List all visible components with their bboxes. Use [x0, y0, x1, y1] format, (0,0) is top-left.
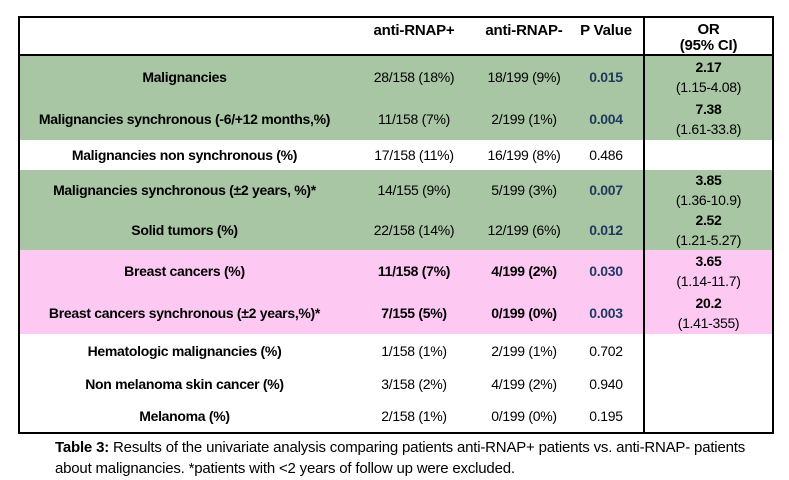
- or-confidence-interval: (1.61-33.8): [675, 120, 742, 137]
- or-value: 2.17: [695, 58, 722, 75]
- p-value: 0.004: [589, 110, 623, 127]
- rnap-positive-value: 7/155 (5%): [381, 305, 447, 321]
- or-value: 3.65: [695, 253, 722, 269]
- rnap-negative-value: 12/199 (6%): [487, 222, 561, 238]
- or-cell: 2.52 (1.21-5.27): [643, 210, 773, 250]
- header-p-value: P Value: [580, 22, 632, 39]
- table-row-breast-cancers-synchronous: Breast cancers synchronous (±2 years,%)*…: [19, 292, 773, 334]
- rnap-negative-value: 0/199 (0%): [491, 305, 557, 321]
- table-row-melanoma: Melanoma (%) 2/158 (1%) 0/199 (0%) 0.195: [19, 400, 773, 433]
- results-table: anti-RNAP+ anti-RNAP- P Value OR (95% CI…: [18, 16, 774, 434]
- or-value: 3.85: [695, 172, 722, 188]
- table-row-solid-tumors: Solid tumors (%) 22/158 (14%) 12/199 (6%…: [19, 210, 773, 250]
- header-or-line1: OR: [697, 21, 720, 38]
- rnap-positive-value: 1/158 (1%): [381, 342, 447, 359]
- p-value: 0.940: [589, 375, 623, 392]
- rnap-negative-value: 5/199 (3%): [491, 182, 557, 198]
- rnap-negative-value: 16/199 (8%): [487, 147, 561, 163]
- or-value: 7.38: [695, 100, 722, 117]
- rnap-positive-value: 14/155 (9%): [377, 182, 451, 198]
- or-confidence-interval: (1.15-4.08): [675, 78, 742, 95]
- or-value: 20.2: [695, 295, 722, 311]
- header-or-line2: (95% CI): [679, 37, 738, 54]
- or-confidence-interval: (1.14-11.7): [676, 273, 741, 289]
- or-cell: 7.38 (1.61-33.8): [643, 97, 773, 140]
- rnap-positive-value: 28/158 (18%): [373, 68, 455, 85]
- p-value: 0.195: [589, 408, 623, 424]
- header-or-95ci: OR (95% CI): [643, 17, 773, 55]
- p-value: 0.012: [589, 222, 623, 238]
- row-label: Breast cancers synchronous (±2 years,%)*: [48, 305, 321, 321]
- or-confidence-interval: (1.36-10.9): [675, 192, 742, 208]
- table-row-malignancies-synchronous-2y: Malignancies synchronous (±2 years, %)* …: [19, 170, 773, 210]
- rnap-negative-value: 2/199 (1%): [491, 342, 557, 359]
- rnap-positive-value: 2/158 (1%): [381, 408, 447, 424]
- table-row-breast-cancers: Breast cancers (%) 11/158 (7%) 4/199 (2%…: [19, 250, 773, 292]
- table-header-row: anti-RNAP+ anti-RNAP- P Value OR (95% CI…: [19, 17, 773, 55]
- p-value: 0.030: [589, 263, 623, 279]
- row-label: Malignancies synchronous (-6/+12 months,…: [38, 110, 331, 127]
- table-row-malignancies: Malignancies 28/158 (18%) 18/199 (9%) 0.…: [19, 55, 773, 97]
- caption-text: Results of the univariate analysis compa…: [55, 439, 745, 477]
- rnap-positive-value: 17/158 (11%): [374, 147, 454, 163]
- p-value: 0.702: [589, 342, 623, 359]
- table-caption: Table 3: Results of the univariate analy…: [55, 437, 745, 479]
- or-cell: [643, 140, 773, 170]
- row-label: Malignancies non synchronous (%): [71, 147, 298, 163]
- rnap-positive-value: 22/158 (14%): [373, 222, 455, 238]
- row-label: Malignancies synchronous (±2 years, %)*: [53, 182, 316, 198]
- or-cell: 3.85 (1.36-10.9): [643, 170, 773, 210]
- or-cell: [643, 367, 773, 400]
- table-row-malignancies-non-synchronous: Malignancies non synchronous (%) 17/158 …: [19, 140, 773, 170]
- p-value: 0.007: [589, 182, 623, 198]
- table-row-malignancies-synchronous: Malignancies synchronous (-6/+12 months,…: [19, 97, 773, 140]
- p-value: 0.015: [589, 68, 623, 85]
- or-cell: [643, 334, 773, 367]
- or-cell: 20.2 (1.41-355): [643, 292, 773, 334]
- rnap-positive-value: 11/158 (7%): [378, 110, 450, 127]
- row-label: Solid tumors (%): [131, 222, 238, 238]
- row-label: Malignancies: [142, 68, 227, 85]
- rnap-negative-value: 0/199 (0%): [491, 408, 557, 424]
- table-row-hematologic-malignancies: Hematologic malignancies (%) 1/158 (1%) …: [19, 334, 773, 367]
- or-cell: [643, 400, 773, 433]
- or-confidence-interval: (1.41-355): [677, 315, 740, 331]
- row-label: Melanoma (%): [139, 408, 230, 424]
- rnap-negative-value: 4/199 (2%): [491, 263, 557, 279]
- or-confidence-interval: (1.21-5.27): [675, 232, 742, 248]
- p-value: 0.003: [589, 305, 623, 321]
- row-label: Hematologic malignancies (%): [87, 342, 282, 359]
- table-row-non-melanoma-skin-cancer: Non melanoma skin cancer (%) 3/158 (2%) …: [19, 367, 773, 400]
- or-cell: 3.65 (1.14-11.7): [643, 250, 773, 292]
- rnap-negative-value: 18/199 (9%): [487, 68, 561, 85]
- row-label: Breast cancers (%): [124, 263, 245, 279]
- rnap-positive-value: 11/158 (7%): [377, 263, 451, 279]
- rnap-positive-value: 3/158 (2%): [381, 375, 447, 392]
- rnap-negative-value: 4/199 (2%): [491, 375, 557, 392]
- header-anti-rnap-negative: anti-RNAP-: [485, 22, 563, 39]
- header-empty-cell: [19, 17, 349, 55]
- or-value: 2.52: [695, 212, 722, 228]
- or-cell: 2.17 (1.15-4.08): [643, 55, 773, 97]
- row-label: Non melanoma skin cancer (%): [85, 375, 284, 392]
- caption-label: Table 3:: [55, 439, 110, 456]
- header-anti-rnap-positive: anti-RNAP+: [373, 22, 455, 39]
- rnap-negative-value: 2/199 (1%): [491, 110, 557, 127]
- p-value: 0.486: [589, 147, 623, 163]
